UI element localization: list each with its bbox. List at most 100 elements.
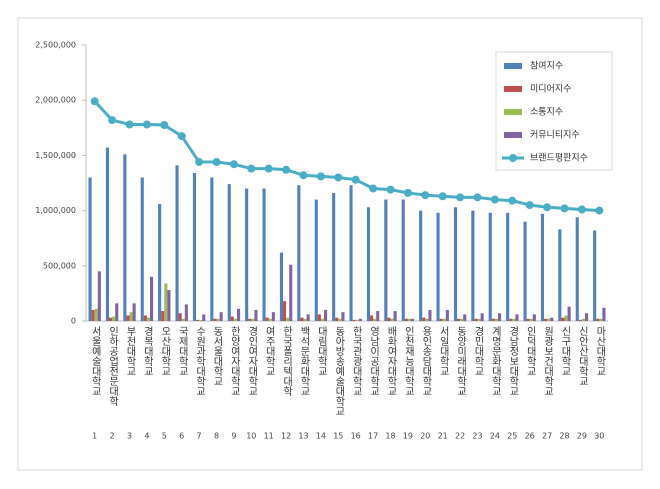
bar [428,309,432,321]
rank-label: 10 [246,432,256,441]
bar [202,314,206,321]
bar [94,308,98,321]
rank-label: 26 [525,432,535,441]
rank-label: 3 [127,432,132,441]
bar [279,252,283,321]
rank-label: 28 [559,432,569,441]
bar [248,318,252,321]
x-tick-label: 인하공업전문대학 [107,326,119,407]
bar [303,318,307,321]
line-marker [473,193,482,202]
x-tick-label: 인천재능대학교 [402,326,414,396]
x-tick-label: 부천대학교 [124,326,136,376]
bar [324,309,328,321]
bar [88,177,92,321]
line-marker [282,165,291,174]
bar [477,318,481,321]
x-tick-label: 백석문화대학교 [298,326,310,396]
bar [314,199,318,321]
bar [480,313,484,321]
x-tick-label: 국제대학교 [176,326,188,376]
bar [251,318,255,321]
x-tick-label: 인덕대학교 [524,326,536,376]
bar [219,312,223,321]
line-marker [421,191,430,200]
bar [227,184,231,321]
line-marker [212,158,221,167]
bar [515,314,519,321]
bar [393,311,397,321]
bar [407,318,411,321]
bar [265,317,269,321]
rank-label: 1 [92,432,97,441]
bar [532,314,536,321]
bar [581,318,585,321]
bar [341,312,345,321]
bar [445,309,449,321]
bar [129,312,133,321]
bar [216,318,220,321]
bar [494,318,498,321]
line-marker [264,164,273,173]
rank-label: 25 [507,432,517,441]
bar [167,290,171,321]
line-marker [560,204,569,213]
x-tick-label: 영남이공대학교 [368,326,380,396]
rank-label: 6 [179,432,184,441]
bar [411,318,415,321]
rank-label: 19 [403,432,413,441]
bar [436,212,440,321]
bar [109,317,113,321]
rank-label: 22 [455,432,465,441]
bar [164,283,168,321]
line-marker [160,121,169,130]
bar [602,307,606,321]
legend-swatch [504,132,522,138]
legend-label: 소통지수 [530,107,563,118]
rank-label: 29 [577,432,587,441]
bar [161,311,165,321]
y-tick-label: 500,000 [43,261,76,270]
x-tick-label: 수원과학대학교 [194,326,206,396]
bar [384,199,388,321]
rank-label: 30 [594,432,604,441]
y-tick-label: 1,000,000 [35,206,76,215]
bar [332,192,336,321]
bar [146,317,150,321]
bar [547,318,551,321]
bar [564,315,568,321]
rank-label: 4 [144,432,149,441]
line-marker [543,203,552,212]
bar [550,317,554,321]
bar [230,316,234,321]
bar [254,309,258,321]
legend-swatch [504,109,522,115]
x-tick-label: 계명문화대학교 [489,326,501,396]
bar [460,318,464,321]
bar [575,217,579,321]
x-tick-label: 여주대학교 [263,326,275,376]
bar [585,313,589,321]
line-marker [299,171,308,180]
line-marker [195,158,204,167]
legend-swatch [504,63,522,69]
bar [578,319,582,321]
rank-label: 18 [385,432,395,441]
bar [126,315,130,321]
line-marker [334,173,343,182]
bar [143,315,147,321]
bar [181,318,185,321]
bar [196,319,200,321]
line-marker [525,201,534,210]
bar [184,304,188,321]
bar [366,207,370,321]
bar [105,147,109,321]
bar [112,316,116,321]
bar [425,318,429,321]
bar [132,303,136,321]
legend-marker [509,154,517,162]
line-marker [125,120,134,129]
bar [237,308,241,321]
bar [544,318,548,321]
x-tick-label: 한국관광대학교 [350,326,362,396]
